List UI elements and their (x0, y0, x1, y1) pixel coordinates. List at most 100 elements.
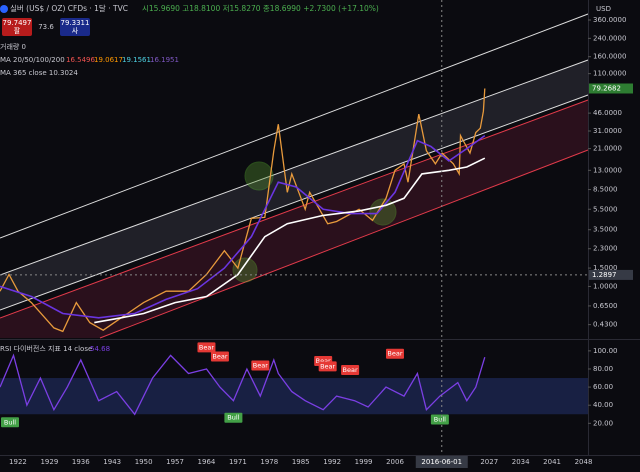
y-tick-label: 20.00 (593, 419, 613, 427)
x-tick-label: 1992 (323, 458, 341, 466)
ohlc: 시15.9690 고18.8100 저15.8270 종18.6990 +2.7… (142, 4, 379, 13)
ma-label: MA 20/50/100/200 (0, 56, 65, 64)
x-tick-label: 1985 (292, 458, 310, 466)
volume: 거래량 0 (0, 42, 26, 51)
signal-box (197, 342, 216, 353)
channel-fill-red (0, 100, 588, 338)
sell-price: 79.7497 (3, 19, 32, 27)
signal-box (1, 417, 19, 428)
highlight-circle (369, 198, 397, 226)
x-tick-label: 1922 (9, 458, 27, 466)
channel-fill (0, 60, 588, 310)
x-tick-label: 2027 (480, 458, 498, 466)
last-price-label: 79.2682 (592, 84, 621, 92)
signal-label: Bear (253, 362, 268, 370)
buy-price: 79.3311 (61, 19, 90, 27)
x-tick-label: 2048 (575, 458, 593, 466)
x-tick-label: 2041 (543, 458, 561, 466)
sell-label: 팔 (14, 26, 21, 35)
y-tick-label: 110.0000 (593, 70, 626, 78)
rsi-last: 54.68 (90, 345, 110, 353)
ma-value: 16.1951 (150, 56, 179, 64)
signal-box (210, 351, 229, 362)
ma365-label: MA 365 close 10.3024 (0, 69, 78, 77)
highlight-circle (232, 257, 258, 283)
series-line (0, 88, 486, 333)
signal-label: Bear (316, 357, 331, 365)
channel-line-red (99, 149, 589, 339)
signal-label: Bull (4, 418, 16, 426)
channel-line (0, 94, 589, 311)
y-tick-label: 80.00 (593, 365, 613, 373)
signal-box (251, 360, 270, 371)
buy-label: 사 (72, 26, 79, 35)
y-tick-label: 31.0000 (593, 127, 622, 135)
ma-value: 19.1561 (122, 56, 151, 64)
crosshair-y-box (589, 269, 633, 280)
series-line (0, 353, 486, 416)
x-tick-label: 1978 (260, 458, 278, 466)
signal-box (341, 365, 360, 376)
y-tick-label: 240.0000 (593, 34, 626, 42)
signal-label: Bear (387, 350, 402, 358)
rsi-title: RSI 다이버전스 지표 14 close (0, 344, 92, 353)
signal-label: Bull (434, 416, 446, 424)
signal-box (385, 348, 404, 359)
channel-line (0, 59, 589, 276)
x-tick-label: 1950 (135, 458, 153, 466)
x-tick-label: 1964 (198, 458, 216, 466)
highlight-circle (244, 161, 274, 191)
y-tick-label: 13.0000 (593, 166, 622, 174)
rsi-band (0, 378, 588, 415)
crosshair-x-label: 2016-06-01 (421, 458, 462, 466)
y-tick-label: 1.5000 (593, 264, 618, 272)
y-tick-label: 40.00 (593, 401, 613, 409)
x-tick-label: 1929 (40, 458, 58, 466)
x-tick-label: 1957 (166, 458, 184, 466)
signal-box (224, 412, 243, 423)
crosshair-y-label: 1.2897 (592, 271, 617, 279)
sell-box[interactable] (2, 18, 32, 36)
y-tick-label: 2.3000 (593, 245, 618, 253)
y-tick-label: 160.0000 (593, 53, 626, 61)
series-line (0, 134, 486, 319)
y-tick-label: 46.0000 (593, 109, 622, 117)
buy-box[interactable] (60, 18, 90, 36)
ma-value: 16.5496 (66, 56, 95, 64)
y-tick-label: 8.5000 (593, 186, 618, 194)
x-tick-label: 2006 (386, 458, 404, 466)
x-tick-label: 2034 (512, 458, 530, 466)
channel-line (0, 13, 589, 239)
y-tick-label: 5.5000 (593, 205, 618, 213)
signal-label: Bear (212, 352, 227, 360)
y-tick-label: 3.5000 (593, 226, 618, 234)
x-tick-label: 1943 (103, 458, 121, 466)
y-tick-label: 60.00 (593, 383, 613, 391)
signal-label: Bear (343, 366, 358, 374)
y-tick-label: 0.4300 (593, 321, 618, 329)
currency: USD (596, 5, 611, 13)
x-tick-label: 1936 (72, 458, 90, 466)
symbol-icon (0, 5, 8, 13)
y-tick-label: 360.0000 (593, 16, 626, 24)
signal-label: Bull (227, 414, 239, 422)
series-line (94, 157, 486, 324)
signal-box (430, 414, 449, 425)
signal-label: Bear (320, 362, 335, 370)
symbol-title: 실버 (US$ / OZ) CFDs · 1달 · TVC (10, 3, 128, 13)
x-tick-label: 1999 (355, 458, 373, 466)
signal-label: Bear (199, 343, 214, 351)
y-tick-label: 1.0000 (593, 282, 618, 290)
last-price-box (589, 83, 633, 94)
spread: 73.6 (38, 23, 54, 31)
y-tick-label: 21.0000 (593, 145, 622, 153)
crosshair-x-box (415, 456, 468, 468)
ma-value: 19.0617 (94, 56, 123, 64)
x-tick-label: 1971 (229, 458, 247, 466)
y-tick-label: 100.00 (593, 347, 618, 355)
channel-line-red (0, 99, 589, 319)
signal-box (318, 361, 337, 372)
y-tick-label: 0.6500 (593, 302, 618, 310)
